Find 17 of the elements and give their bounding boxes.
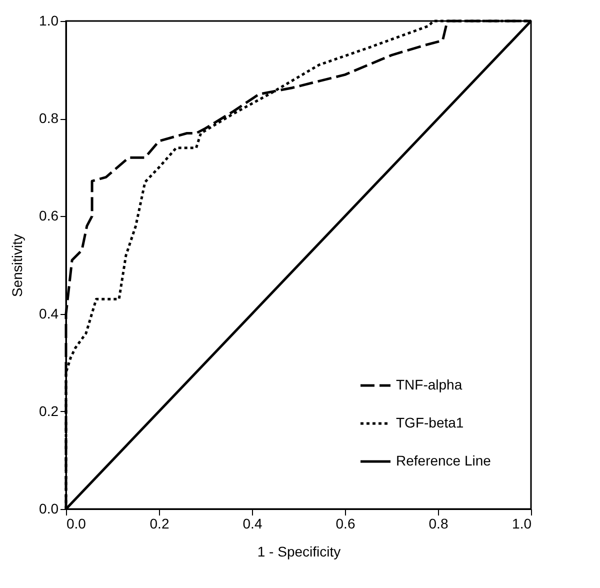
y-axis-title: Sensitivity — [9, 234, 26, 298]
y-tick-label: 1.0 — [39, 12, 59, 28]
x-tick-label: 0.6 — [336, 516, 356, 532]
y-tick-label: 0.4 — [39, 305, 59, 322]
x-axis-title: 1 - Specificity — [257, 544, 341, 560]
x-tick-label: 0.8 — [428, 516, 448, 532]
legend-label: TGF-beta1 — [396, 414, 464, 430]
y-tick-label: 0.8 — [39, 110, 59, 126]
y-tick-label: 0.6 — [39, 208, 59, 224]
legend-label: Reference Line — [396, 452, 492, 468]
x-tick-label: 0.0 — [66, 516, 86, 532]
y-tick-label: 0.0 — [39, 500, 59, 516]
x-tick-label: 1.0 — [512, 516, 532, 532]
x-tick-label: 0.2 — [150, 516, 170, 532]
legend-label: TNF-alpha — [396, 376, 462, 392]
x-tick-label: 0.4 — [242, 516, 262, 532]
y-tick-label: 0.2 — [39, 402, 59, 419]
